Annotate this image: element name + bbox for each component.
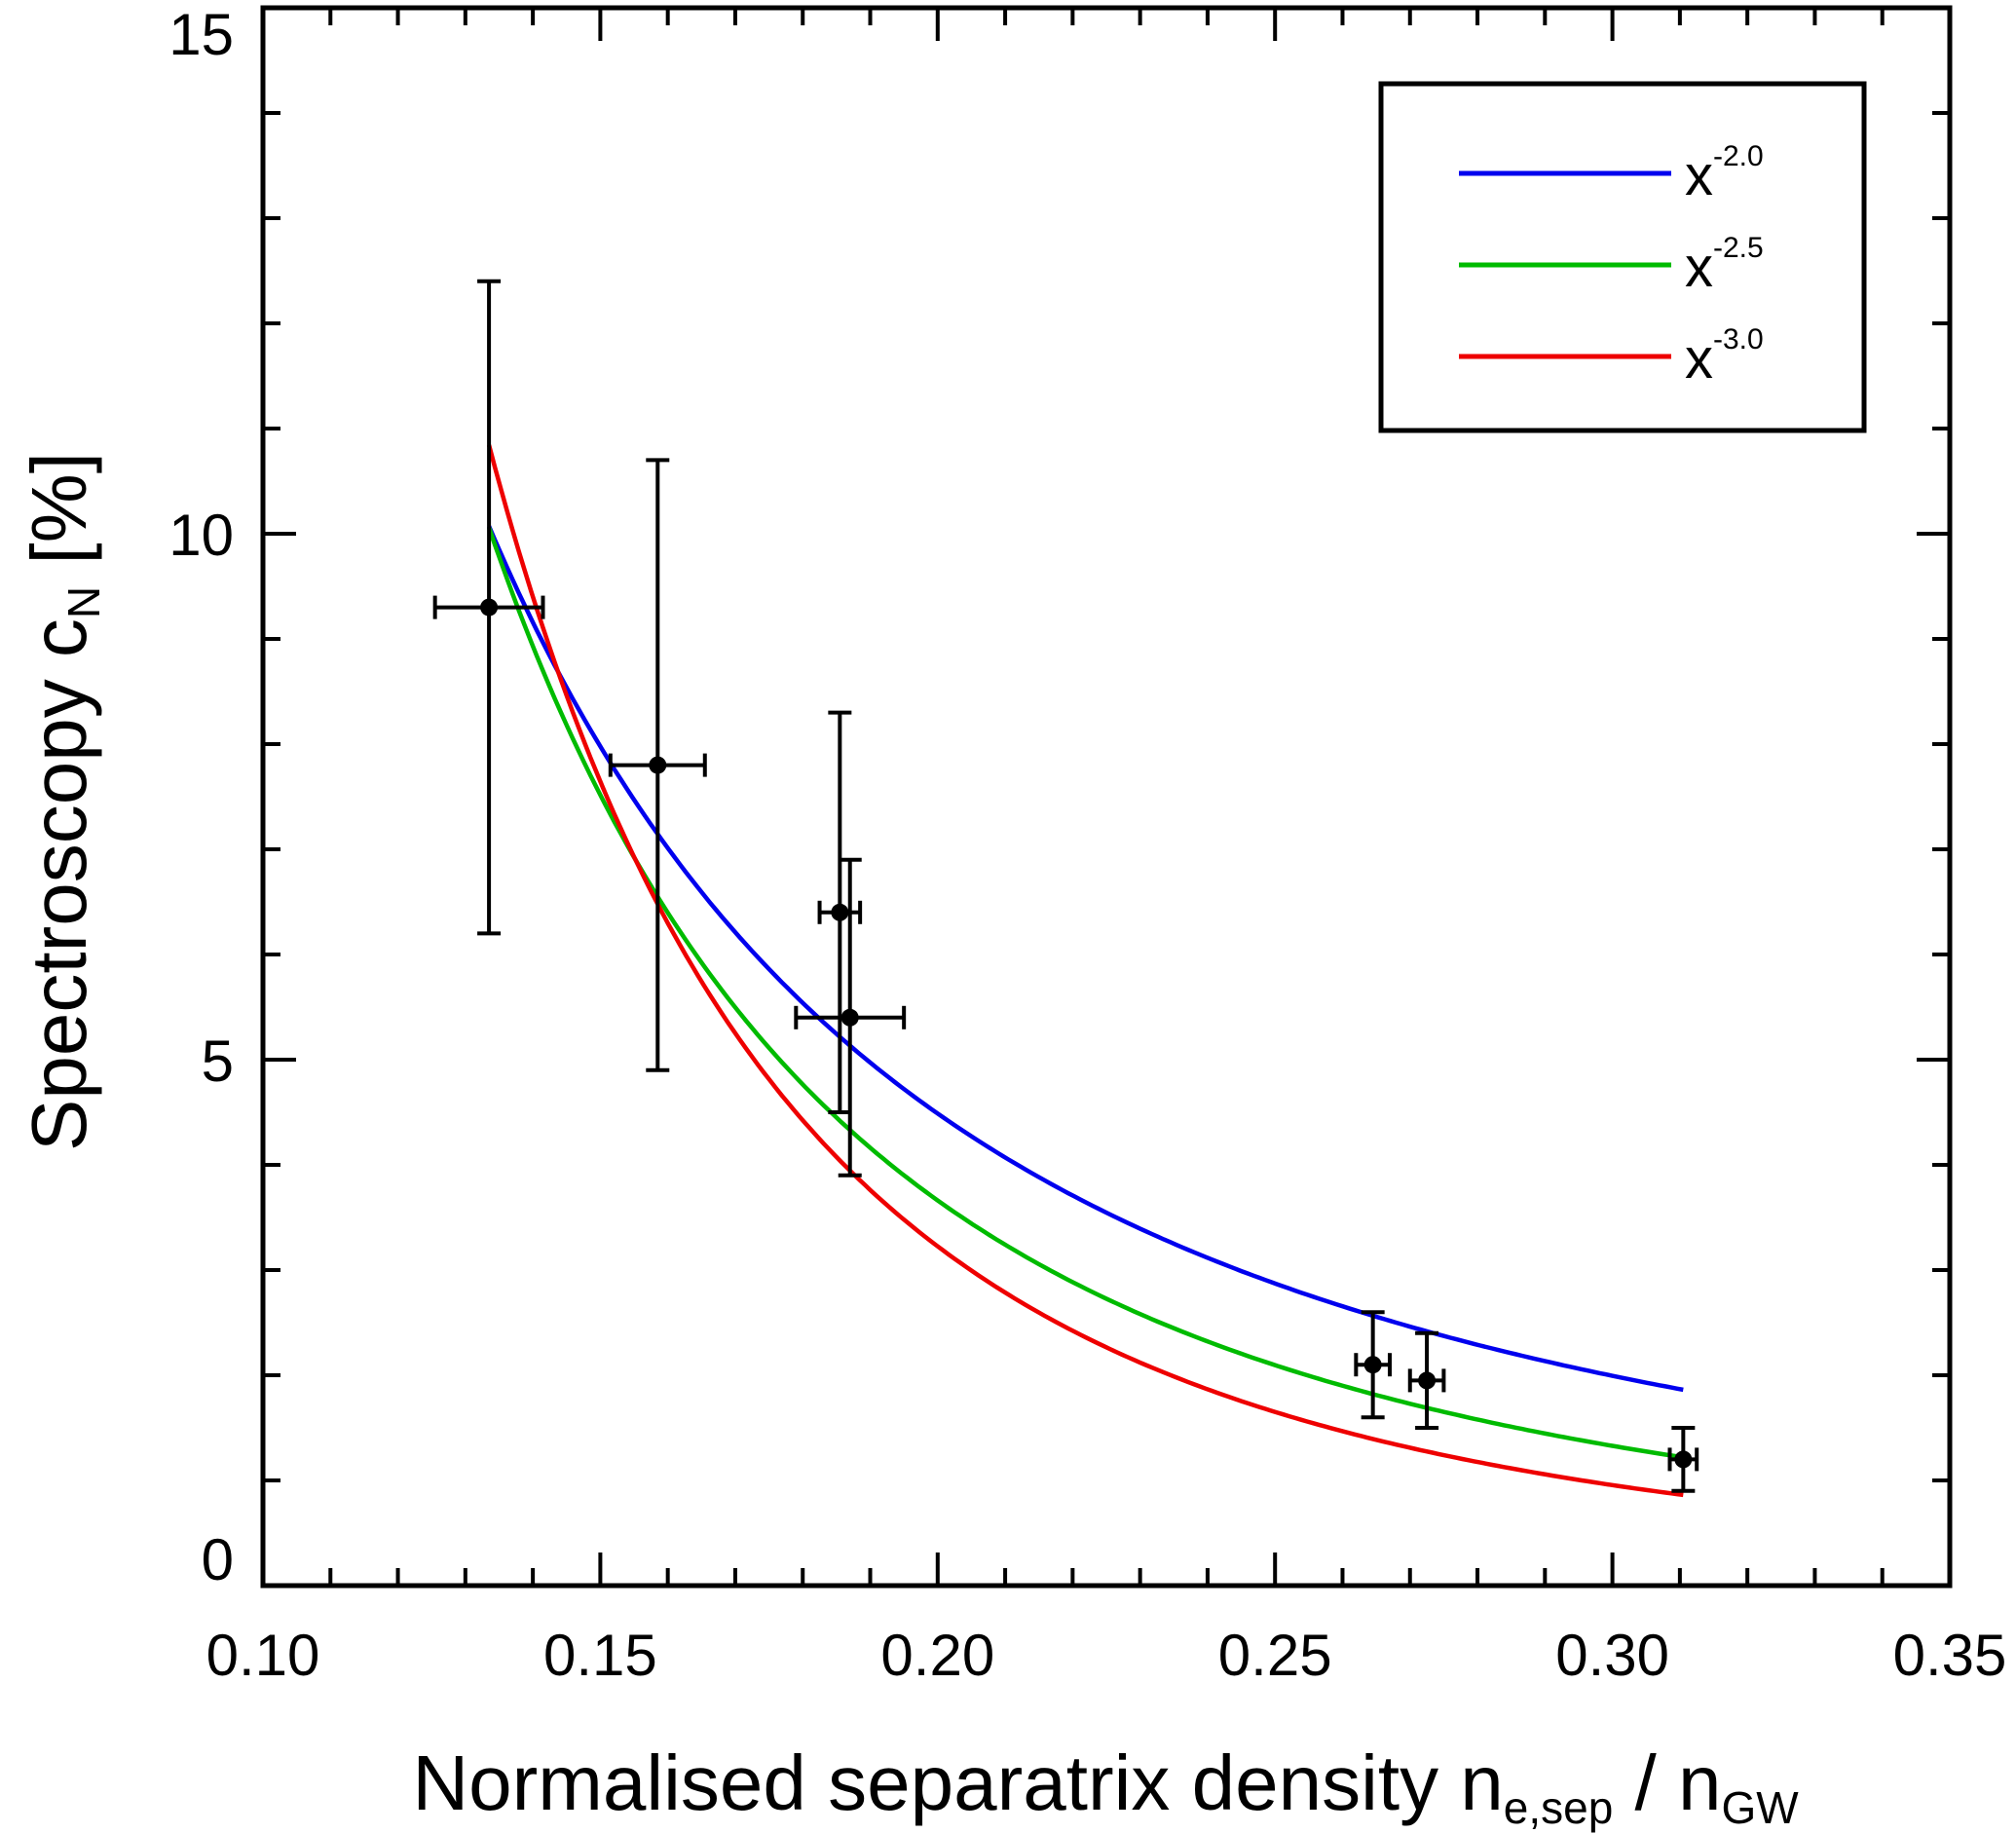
x-tick-label: 0.10 <box>206 1623 320 1688</box>
y-tick-label: 10 <box>168 503 234 568</box>
x-tick-label: 0.30 <box>1555 1623 1669 1688</box>
y-axis-title-tail: [%] <box>16 452 102 586</box>
x-axis-title-sub2: GW <box>1721 1782 1799 1833</box>
fit-curve--2.0 <box>487 525 1684 1393</box>
x-tick-label: 0.15 <box>543 1623 657 1688</box>
x-tick-label: 0.20 <box>880 1623 994 1688</box>
legend-box <box>1378 81 1867 433</box>
plot-area <box>260 5 1953 1589</box>
y-axis-title: Spectroscopy cN [%] <box>16 452 109 1151</box>
data-point <box>1667 1426 1699 1493</box>
y-tick-label: 5 <box>202 1029 234 1094</box>
legend: x-2.0x-2.5x-3.0 <box>1378 81 1867 433</box>
legend-label: x-2.5 <box>1685 232 1764 299</box>
fit-curve--3.0 <box>486 444 1684 1498</box>
x-axis-title-sub1: e,sep <box>1504 1782 1614 1833</box>
data-points <box>432 279 1699 1493</box>
data-marker <box>1363 1356 1382 1374</box>
legend-label-exponent: -2.5 <box>1713 232 1764 264</box>
x-axis-title-mid: / n <box>1613 1739 1721 1826</box>
data-point <box>817 710 863 1114</box>
data-point <box>432 279 545 936</box>
fit-curve--2.5 <box>486 526 1684 1460</box>
x-axis-title: Normalised separatrix density ne,sep / n… <box>412 1739 1799 1833</box>
plot-frame <box>260 5 1953 1589</box>
data-marker <box>840 1008 859 1027</box>
data-marker <box>480 598 499 617</box>
y-tick-label: 0 <box>202 1527 234 1592</box>
minor-ticks <box>263 8 1950 1586</box>
data-marker <box>649 756 667 774</box>
data-point <box>794 857 907 1178</box>
data-point <box>1354 1310 1392 1420</box>
x-tick-label: 0.35 <box>1893 1623 2007 1688</box>
x-axis-title-main: Normalised separatrix density n <box>412 1739 1503 1826</box>
legend-label-exponent: -3.0 <box>1713 323 1764 355</box>
legend-label: x-3.0 <box>1685 323 1764 391</box>
legend-label: x-2.0 <box>1685 140 1764 207</box>
fit-curves <box>486 444 1684 1498</box>
data-marker <box>1418 1371 1437 1390</box>
y-tick-label: 15 <box>168 2 234 67</box>
legend-label-base: x <box>1685 327 1713 391</box>
y-tick-labels: 0 5 10 15 <box>168 2 234 1592</box>
legend-label-base: x <box>1685 144 1713 207</box>
x-tick-label: 0.25 <box>1218 1623 1332 1688</box>
y-axis-title-sub: N <box>58 586 109 618</box>
data-point <box>1407 1330 1446 1430</box>
y-axis-title-main: Spectroscopy c <box>16 618 102 1151</box>
data-point <box>608 458 707 1072</box>
data-marker <box>831 903 849 921</box>
legend-label-base: x <box>1685 236 1713 299</box>
legend-label-exponent: -2.0 <box>1713 140 1764 172</box>
data-marker <box>1674 1450 1693 1469</box>
x-tick-labels: 0.10 0.15 0.20 0.25 0.30 0.35 <box>206 1623 2007 1688</box>
